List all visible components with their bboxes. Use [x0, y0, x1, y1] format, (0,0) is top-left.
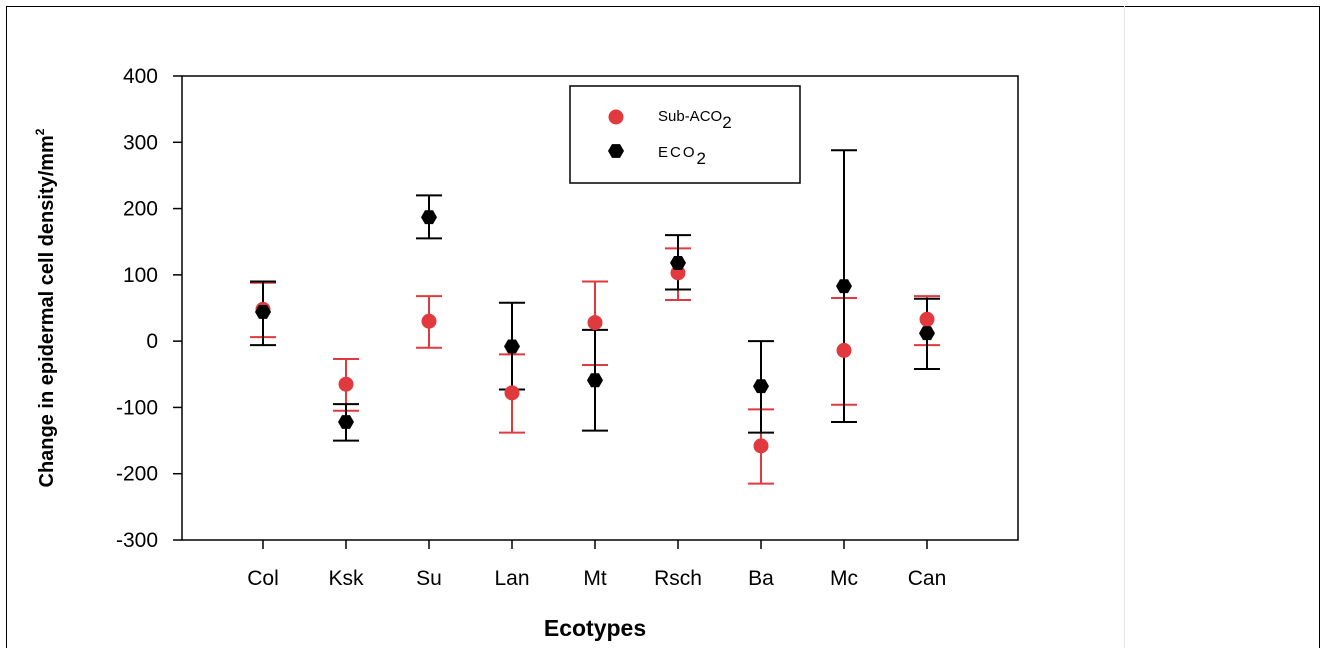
data-point-eco2	[504, 339, 520, 354]
x-tick-label: Rsch	[654, 567, 702, 590]
y-axis-ticks: -300 -200 -100 0 100 200 300 400	[116, 65, 182, 552]
data-point-sub-aco2	[504, 385, 520, 401]
y-tick-label: -200	[116, 463, 158, 486]
legend-marker-eco2	[608, 144, 624, 158]
data-points	[255, 210, 935, 454]
data-point-eco2	[421, 210, 437, 225]
y-tick-label: 100	[123, 264, 158, 287]
x-tick-label: Mc	[830, 567, 858, 590]
data-point-eco2	[753, 379, 769, 394]
y-tick-label: -300	[116, 529, 158, 552]
y-axis-title: Change in epidermal cell density/mm2	[33, 128, 58, 487]
x-tick-label: Col	[247, 567, 279, 590]
legend-marker-sub-aco2	[608, 109, 624, 125]
legend-label-eco2: ECO2	[658, 144, 708, 168]
data-point-sub-aco2	[753, 438, 769, 454]
y-axis-title-sup: 2	[33, 128, 47, 135]
legend: Sub-ACO2 ECO2	[569, 85, 801, 184]
x-tick-label: Ba	[748, 567, 774, 590]
y-tick-label: -100	[116, 396, 158, 419]
y-tick-label: 300	[123, 131, 158, 154]
data-point-eco2	[338, 415, 354, 429]
data-point-eco2	[255, 305, 271, 319]
side-panel-divider	[1124, 6, 1125, 648]
x-axis-ticks: Col Ksk Su Lan Mt Rsch Ba Mc Can	[247, 540, 946, 590]
y-tick-label: 200	[123, 198, 158, 221]
data-point-sub-aco2	[919, 311, 935, 327]
x-tick-label: Lan	[494, 567, 529, 590]
legend-box	[569, 85, 801, 184]
y-tick-label: 400	[123, 65, 158, 88]
plot-border	[181, 75, 1019, 541]
data-point-eco2	[836, 279, 852, 294]
data-point-sub-aco2	[587, 315, 603, 331]
data-point-sub-aco2	[421, 313, 437, 329]
x-tick-label: Su	[416, 567, 442, 590]
figure-frame	[6, 6, 1320, 648]
data-point-sub-aco2	[338, 376, 354, 392]
x-tick-label: Can	[908, 567, 947, 590]
x-axis-title: Ecotypes	[544, 615, 646, 641]
data-point-sub-aco2	[836, 342, 852, 358]
plot-area	[181, 75, 1019, 541]
y-tick-label: 0	[146, 330, 158, 353]
data-point-eco2	[919, 326, 935, 341]
x-tick-label: Ksk	[328, 567, 364, 590]
y-axis-title-main: Change in epidermal cell density/mm	[36, 135, 58, 487]
x-tick-label: Mt	[583, 567, 606, 590]
data-point-eco2	[670, 256, 686, 270]
legend-label-sub-aco2: Sub-ACO2	[658, 108, 732, 132]
data-point-eco2	[587, 373, 603, 388]
